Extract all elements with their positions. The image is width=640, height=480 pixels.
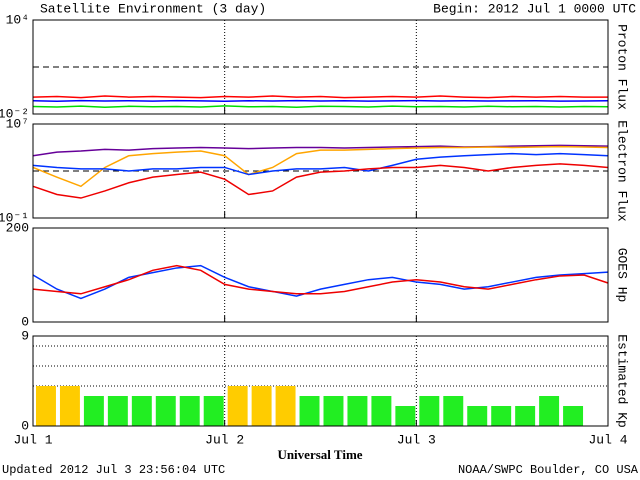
credit-label: NOAA/SWPC Boulder, CO USA [458,463,639,477]
bar [155,396,176,426]
bar [179,396,200,426]
bar [347,396,368,426]
bar [467,406,488,426]
begin-label: Begin: 2012 Jul 1 0000 UTC [433,1,636,16]
series-line [32,144,609,157]
series-line [32,145,609,188]
series-line [32,105,609,108]
bar [395,406,416,426]
y-tick-label: 0 [21,418,29,433]
bar [203,396,224,426]
bar [275,386,296,426]
x-tick-label: Jul 1 [13,432,52,447]
y-axis-label: Estimated Kp [615,334,630,428]
chart-title: Satellite Environment (3 day) [40,1,266,16]
bar [107,396,128,426]
bar [83,396,104,426]
bar [59,386,80,426]
x-tick-label: Jul 2 [205,432,244,447]
bar [443,396,464,426]
x-tick-label: Jul 3 [397,432,436,447]
series-line [32,264,609,295]
series-line [32,264,609,300]
y-axis-label: GOES Hp [615,248,630,303]
panel-frame [32,19,609,115]
series-line [32,152,609,176]
bar [131,396,152,426]
series-line [32,95,608,99]
y-tick-label: 200 [6,220,29,235]
bar [299,396,320,426]
y-tick-label: 9 [21,328,29,343]
y-tick-label: 10⁻² [0,106,29,121]
y-axis-label: Electron Flux [615,120,630,222]
bar [539,396,560,426]
y-tick-label: 10⁻¹ [0,210,29,225]
bar [251,386,272,426]
updated-label: Updated 2012 Jul 3 23:56:04 UTC [2,463,225,477]
y-axis-label: Proton Flux [615,24,630,110]
panel-frame [32,227,609,323]
bar [419,396,440,426]
panel-frame [32,123,609,219]
bar [323,396,344,426]
series-line [32,163,609,199]
bar [491,406,512,426]
x-tick-label: Jul 4 [588,432,627,447]
bar [563,406,584,426]
y-tick-label: 0 [21,314,29,329]
x-axis-label: Universal Time [277,447,362,462]
series-line [32,99,609,103]
bar [371,396,392,426]
y-tick-label: 10⁷ [6,116,29,131]
bar [515,406,536,426]
bar [36,386,56,426]
panel-frame [32,335,609,427]
bar [227,386,248,426]
y-tick-label: 10⁴ [6,12,29,27]
